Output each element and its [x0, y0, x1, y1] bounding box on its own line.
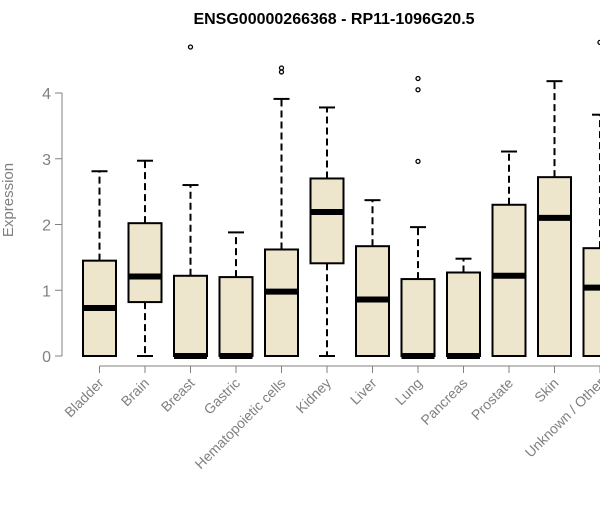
- x-tick-label: Prostate: [468, 375, 516, 423]
- box-group: [129, 161, 162, 356]
- outlier-point: [416, 88, 420, 92]
- box-group: [493, 152, 526, 356]
- outlier-point: [416, 77, 420, 81]
- box-group: [83, 171, 116, 356]
- box: [447, 272, 480, 356]
- box-group: [584, 40, 600, 356]
- x-tick-label: Brain: [118, 375, 152, 409]
- box-group: [356, 200, 389, 356]
- y-axis: 0 1 2 3 4: [42, 86, 62, 366]
- box-group: [402, 77, 435, 356]
- y-tick-label: 2: [42, 218, 51, 235]
- box: [584, 248, 600, 356]
- box-group: [447, 259, 480, 356]
- box-group: [174, 45, 207, 356]
- box: [220, 277, 253, 356]
- box: [265, 249, 298, 356]
- outlier-point: [416, 159, 420, 163]
- x-tick-label: Hematopoietic cells: [191, 375, 288, 472]
- y-tick-label: 4: [42, 86, 51, 103]
- outlier-point: [189, 45, 193, 49]
- box: [493, 205, 526, 356]
- x-tick-label: Lung: [392, 375, 425, 408]
- x-tick-label: Skin: [531, 375, 562, 406]
- x-tick-label: Liver: [347, 375, 380, 408]
- plot-area: [83, 40, 600, 356]
- box-group: [265, 66, 298, 356]
- box-group: [538, 81, 571, 356]
- box: [538, 177, 571, 356]
- outlier-point: [280, 66, 284, 70]
- x-tick-label: Gastric: [200, 375, 243, 418]
- box-group: [220, 232, 253, 356]
- y-tick-label: 0: [42, 349, 51, 366]
- x-tick-label: Unknown / Other: [522, 375, 600, 461]
- box-group: [311, 107, 344, 356]
- x-tick-label: Breast: [158, 375, 198, 415]
- box: [174, 276, 207, 356]
- box: [129, 223, 162, 302]
- x-tick-label: Kidney: [293, 375, 335, 417]
- y-tick-label: 3: [42, 152, 51, 169]
- x-tick-label: Bladder: [61, 375, 107, 421]
- y-tick-label: 1: [42, 283, 51, 300]
- box: [402, 279, 435, 356]
- y-axis-label: Expression: [0, 163, 17, 237]
- chart-title: ENSG00000266368 - RP11-1096G20.5: [193, 11, 474, 28]
- x-tick-label: Pancreas: [417, 375, 470, 428]
- box: [311, 178, 344, 263]
